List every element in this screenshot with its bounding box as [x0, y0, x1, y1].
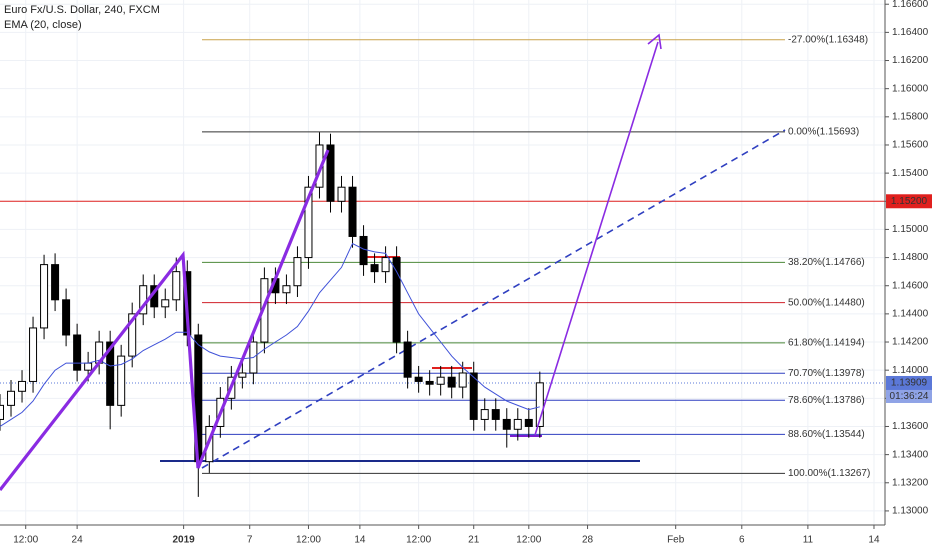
candle-body: [469, 372, 478, 420]
x-tick-label: 12:00: [516, 535, 541, 546]
y-tick-label: 1.14400: [892, 309, 929, 320]
countdown-label: 01:36:24: [890, 391, 929, 402]
x-tick-label: 12:00: [296, 535, 321, 546]
fib-label: 100.00%(1.13267): [788, 468, 870, 479]
candle-body: [359, 235, 368, 266]
fib-label: 88.60%(1.13544): [788, 429, 865, 440]
fib-label: 70.70%(1.13978): [788, 368, 865, 379]
candle-body: [480, 409, 489, 420]
ema-line: [0, 242, 540, 427]
x-tick-label: 2019: [172, 535, 195, 546]
y-tick-label: 1.16400: [892, 27, 929, 38]
projection-arrow: [534, 41, 659, 436]
y-tick-label: 1.14600: [892, 280, 929, 291]
candle-body: [337, 186, 346, 202]
candle-body: [425, 380, 434, 385]
candle-body: [172, 271, 181, 301]
candle-body: [73, 334, 82, 371]
price-tag-label: 1.13909: [891, 378, 928, 389]
y-tick-label: 1.15400: [892, 168, 929, 179]
y-tick-label: 1.13000: [892, 506, 929, 517]
candle-body: [117, 355, 126, 406]
fib-label: 38.20%(1.14766): [788, 257, 865, 268]
candles: [0, 132, 544, 497]
price-tag: [886, 194, 932, 209]
candle-body: [403, 341, 412, 378]
x-tick-label: 6: [739, 535, 745, 546]
x-tick-label: 7: [247, 535, 253, 546]
candle-body: [535, 382, 544, 427]
candle-body: [51, 264, 60, 301]
price-axis: [885, 0, 932, 550]
x-tick-label: 28: [582, 535, 594, 546]
y-tick-label: 1.14000: [892, 365, 929, 376]
fib-label: 78.60%(1.13786): [788, 395, 865, 406]
y-tick-label: 1.13600: [892, 421, 929, 432]
candle-body: [7, 390, 16, 406]
y-tick-label: 1.16000: [892, 83, 929, 94]
candle-body: [29, 327, 38, 382]
candle-body: [491, 409, 500, 420]
zigzag: [0, 149, 330, 491]
price-tag-label: 1.15200: [891, 196, 928, 207]
x-tick-label: 11: [803, 535, 814, 546]
y-tick-label: 1.16200: [892, 55, 929, 66]
trend-projection: [201, 129, 786, 469]
time-axis: [0, 525, 885, 550]
candle-body: [62, 299, 71, 336]
arrow-head: [647, 33, 662, 50]
y-tick-label: 1.15800: [892, 111, 929, 122]
candle-body: [326, 144, 335, 202]
candle-body: [436, 376, 445, 385]
candle-body: [0, 404, 4, 420]
candle-body: [458, 372, 467, 388]
candle-body: [502, 418, 511, 430]
y-tick-label: 1.14200: [892, 337, 929, 348]
y-tick-label: 1.16600: [892, 0, 929, 10]
candle-body: [40, 264, 49, 329]
candle-body: [282, 285, 291, 294]
y-tick-label: 1.15600: [892, 140, 929, 151]
x-tick-label: 14: [354, 535, 366, 546]
candle-body: [161, 299, 170, 308]
y-tick-label: 1.13200: [892, 477, 929, 488]
fib-label: 0.00%(1.15693): [788, 127, 859, 138]
candle-body: [524, 418, 533, 427]
x-tick-label: 21: [468, 535, 480, 546]
chart-title: Euro Fx/U.S. Dollar, 240, FXCM: [4, 4, 160, 16]
y-tick-label: 1.14800: [892, 252, 929, 263]
price-tag: [886, 375, 932, 390]
candle-body: [304, 186, 313, 259]
candle-body: [18, 380, 27, 392]
candle-body: [106, 341, 115, 406]
candle-body: [84, 362, 93, 371]
fib-label: -27.00%(1.16348): [788, 34, 868, 45]
candle-body: [381, 257, 390, 273]
candle-body: [238, 372, 247, 378]
x-tick-label: 12:00: [13, 535, 38, 546]
candle-body: [348, 186, 357, 237]
candle-body: [447, 376, 456, 388]
y-tick-label: 1.15000: [892, 224, 929, 235]
indicator-legend: EMA (20, close): [4, 19, 82, 31]
fib-label: 61.80%(1.14194): [788, 338, 865, 349]
fib-label: 50.00%(1.14480): [788, 297, 865, 308]
candle-body: [513, 418, 522, 430]
candle-body: [128, 313, 137, 357]
y-tick-label: 1.13400: [892, 449, 929, 460]
countdown-tag: [886, 389, 932, 403]
x-tick-label: 24: [72, 535, 84, 546]
overlay: [0, 33, 662, 491]
x-tick-label: 14: [868, 535, 880, 546]
x-tick-label: 12:00: [406, 535, 431, 546]
axes: 1.130001.132001.134001.136001.138001.140…: [13, 0, 932, 546]
candle-body: [392, 257, 401, 343]
candle-body: [370, 264, 379, 273]
candle-body: [293, 257, 302, 287]
x-tick-label: Feb: [667, 535, 685, 546]
candle-body: [414, 376, 423, 382]
